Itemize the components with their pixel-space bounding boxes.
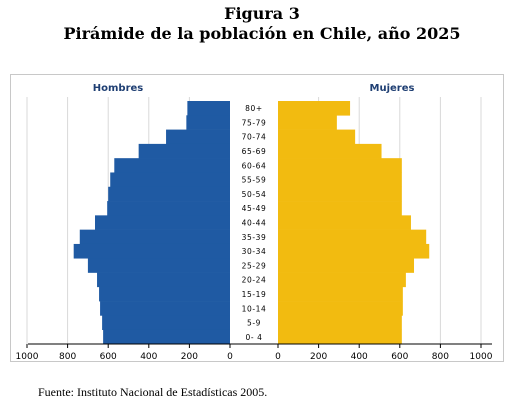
bar-mujeres xyxy=(278,272,406,288)
x-tick-label: 1000 xyxy=(16,352,39,362)
bar-mujeres xyxy=(278,243,430,259)
bar-hombres xyxy=(100,301,230,316)
bar-hombres xyxy=(95,215,230,230)
figure-subtitle: Pirámide de la población en Chile, año 2… xyxy=(63,24,461,43)
bar-hombres xyxy=(186,115,230,130)
source-note: Fuente: Instituto Nacional de Estadístic… xyxy=(38,385,268,399)
age-group-label: 20-24 xyxy=(242,276,267,285)
figure-title: Figura 3 xyxy=(224,4,300,23)
x-tick-label: 600 xyxy=(391,352,408,362)
bar-mujeres xyxy=(278,115,337,130)
bar-hombres xyxy=(108,186,230,202)
bar-mujeres xyxy=(278,101,351,116)
bar-hombres xyxy=(107,201,230,216)
age-group-label: 70-74 xyxy=(242,133,267,142)
age-group-label: 30-34 xyxy=(242,247,267,256)
x-tick-label: 200 xyxy=(310,352,327,362)
x-tick-label: 800 xyxy=(432,352,449,362)
legend-hombres: Hombres xyxy=(93,83,144,94)
x-tick-label: 200 xyxy=(181,352,198,362)
bar-hombres xyxy=(97,272,230,288)
age-group-label: 55-59 xyxy=(242,176,267,185)
x-tick-label: 0 xyxy=(275,352,281,362)
x-tick-label: 800 xyxy=(59,352,76,362)
bar-mujeres xyxy=(278,215,411,230)
bar-hombres xyxy=(114,158,230,173)
age-group-label: 25-29 xyxy=(242,261,267,270)
age-group-label: 0- 4 xyxy=(245,333,262,342)
legend-mujeres: Mujeres xyxy=(370,83,415,94)
age-group-label: 80+ xyxy=(245,104,263,113)
bar-mujeres xyxy=(278,258,415,273)
bar-hombres xyxy=(166,129,230,145)
bar-mujeres xyxy=(278,329,402,345)
bar-hombres xyxy=(73,243,230,259)
bar-mujeres xyxy=(278,301,403,316)
bar-mujeres xyxy=(278,143,382,159)
bar-mujeres xyxy=(278,172,402,188)
bar-mujeres xyxy=(278,315,402,331)
x-tick-label: 400 xyxy=(351,352,368,362)
bar-hombres xyxy=(99,286,230,302)
bar-mujeres xyxy=(278,186,402,202)
age-group-label: 5-9 xyxy=(247,319,261,328)
age-group-label: 50-54 xyxy=(242,190,267,199)
bar-hombres xyxy=(102,315,230,331)
bar-mujeres xyxy=(278,158,402,173)
bar-hombres xyxy=(103,329,230,345)
age-group-label: 60-64 xyxy=(242,161,267,170)
age-group-label: 35-39 xyxy=(242,233,267,242)
chart-frame xyxy=(10,74,504,362)
bar-hombres xyxy=(79,229,230,245)
bar-mujeres xyxy=(278,229,427,245)
age-group-label: 15-19 xyxy=(242,290,267,299)
age-group-label: 45-49 xyxy=(242,204,267,213)
bar-hombres xyxy=(110,172,230,188)
bar-hombres xyxy=(87,258,231,273)
x-tick-label: 400 xyxy=(140,352,157,362)
age-group-label: 75-79 xyxy=(242,118,267,127)
bar-mujeres xyxy=(278,286,403,302)
bar-mujeres xyxy=(278,201,402,216)
age-group-label: 10-14 xyxy=(242,304,267,313)
age-group-label: 40-44 xyxy=(242,219,267,228)
bar-hombres xyxy=(187,101,230,116)
x-tick-label: 600 xyxy=(100,352,117,362)
x-tick-label: 1000 xyxy=(470,352,493,362)
x-tick-label: 0 xyxy=(227,352,233,362)
bar-hombres xyxy=(138,143,230,159)
age-group-label: 65-69 xyxy=(242,147,267,156)
bar-mujeres xyxy=(278,129,356,145)
